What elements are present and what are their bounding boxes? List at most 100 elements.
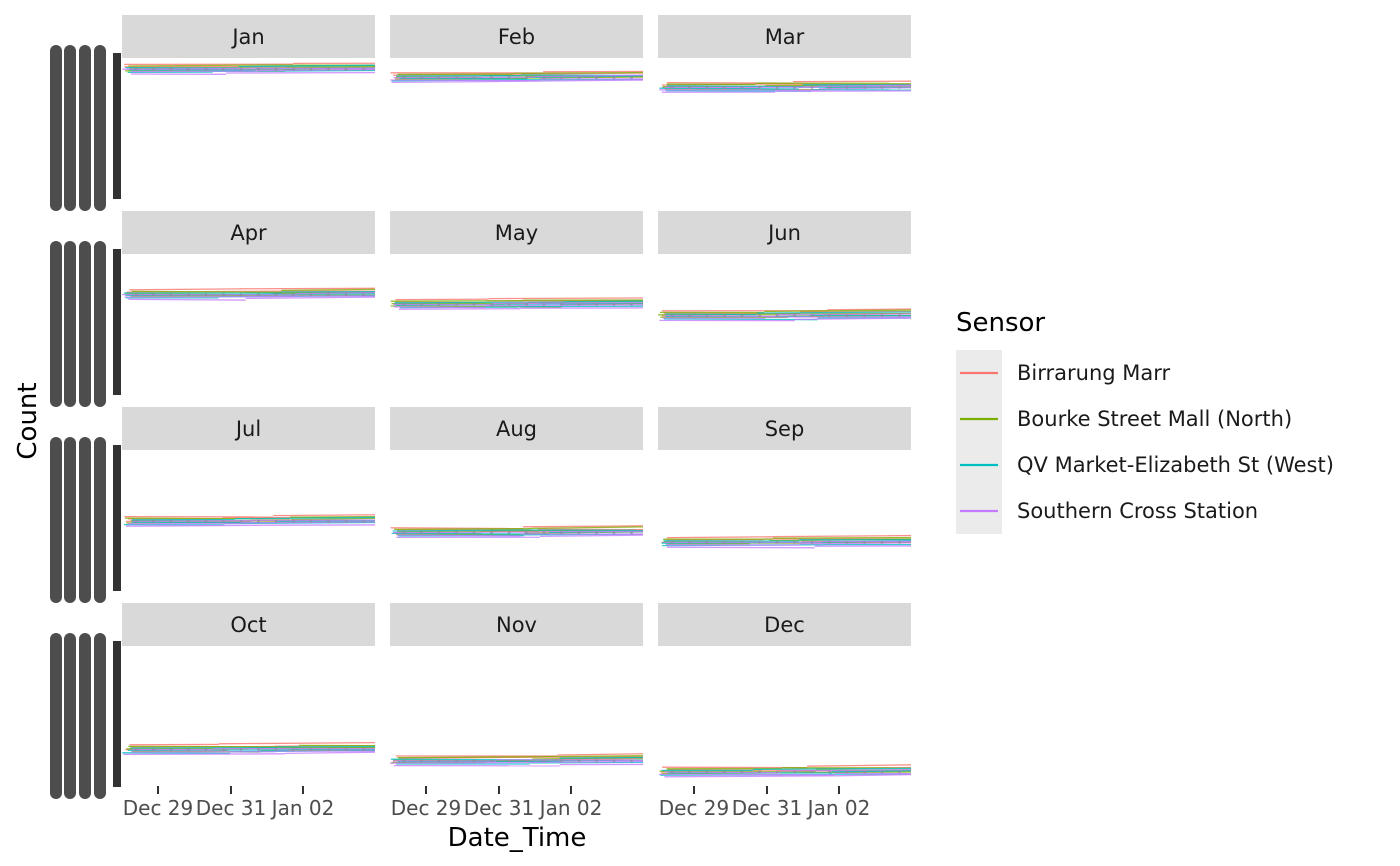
series-line xyxy=(234,516,376,520)
data-point xyxy=(274,293,278,296)
series-line xyxy=(124,295,295,298)
series-line xyxy=(485,304,644,307)
data-point xyxy=(187,748,190,751)
y-axis-ticks xyxy=(113,249,121,395)
facet-strip-label: Jan xyxy=(230,25,264,49)
series-line xyxy=(240,521,376,524)
y-axis-ticks xyxy=(113,445,121,591)
facet-strip xyxy=(390,211,643,254)
data-point xyxy=(670,541,674,544)
data-point xyxy=(152,520,155,523)
facet-strip xyxy=(122,211,375,254)
data-point xyxy=(793,314,796,317)
series-line xyxy=(395,298,489,301)
series-lines-3 xyxy=(659,313,912,322)
series-line xyxy=(523,525,644,528)
legend-label: Bourke Street Mall (North) xyxy=(1017,407,1292,431)
data-point xyxy=(257,520,260,523)
series-line xyxy=(128,745,299,748)
data-point xyxy=(758,314,761,317)
data-point xyxy=(828,314,831,317)
data-point xyxy=(525,531,528,534)
series-line xyxy=(663,318,818,321)
data-point xyxy=(810,314,814,317)
data-point xyxy=(309,293,313,296)
series-line xyxy=(393,303,493,306)
data-point xyxy=(292,520,295,523)
series-line xyxy=(664,771,781,774)
facet-panel-jul: Jul xyxy=(122,407,376,527)
data-point xyxy=(222,748,225,751)
facet-panel-may: May xyxy=(390,211,644,310)
data-point xyxy=(740,541,744,544)
data-point xyxy=(402,759,406,763)
series-line xyxy=(817,84,912,88)
data-point xyxy=(169,748,173,751)
facet-panel-dec: Dec xyxy=(658,603,912,778)
data-point xyxy=(327,748,330,751)
legend-label: QV Market-Elizabeth St (West) xyxy=(1017,453,1334,477)
series-line xyxy=(391,80,501,84)
x-tick-label: Jan 02 xyxy=(538,796,603,820)
series-line xyxy=(753,767,912,771)
data-point xyxy=(863,86,866,89)
data-point xyxy=(292,293,295,296)
x-tick-label: Dec 29 xyxy=(659,796,730,820)
series-line xyxy=(764,309,912,313)
data-point xyxy=(688,541,691,544)
data-point xyxy=(810,86,814,89)
data-point xyxy=(344,520,348,523)
data-point xyxy=(630,531,633,534)
facet-strip-label: Mar xyxy=(765,25,805,49)
data-point xyxy=(204,293,208,296)
facet-strip xyxy=(658,603,911,646)
series-line xyxy=(799,542,912,545)
facet-panel-jun: Jun xyxy=(658,211,912,322)
x-tick-label: Dec 31 xyxy=(196,796,267,820)
facet-strip-label: Feb xyxy=(498,25,535,49)
data-point xyxy=(437,759,441,763)
data-point xyxy=(758,86,761,89)
data-point xyxy=(845,770,849,774)
series-line xyxy=(513,71,644,75)
facet-strip-label: Jun xyxy=(766,221,801,245)
data-point xyxy=(775,86,779,89)
data-point xyxy=(169,293,173,296)
series-line xyxy=(396,534,521,537)
data-point xyxy=(898,86,901,89)
facet-panel-mar: Mar xyxy=(658,15,912,93)
data-point xyxy=(134,67,138,71)
legend-label: Southern Cross Station xyxy=(1017,499,1258,523)
data-point xyxy=(828,770,831,774)
data-point xyxy=(402,531,406,534)
series-line xyxy=(259,68,376,72)
x-tick-label: Dec 29 xyxy=(123,796,194,820)
series-line xyxy=(775,313,912,316)
data-point xyxy=(723,86,726,89)
data-point xyxy=(239,520,243,523)
data-point xyxy=(775,314,779,317)
data-point xyxy=(222,293,225,296)
series-line xyxy=(831,770,912,773)
series-line xyxy=(273,514,376,517)
data-point xyxy=(239,748,243,751)
data-point xyxy=(257,67,260,71)
series-line xyxy=(510,76,644,79)
data-point xyxy=(490,76,493,79)
data-point xyxy=(688,770,691,774)
series-line xyxy=(398,308,521,310)
data-point xyxy=(257,293,260,296)
data-point xyxy=(670,86,674,89)
series-lines-3 xyxy=(390,759,644,767)
data-point xyxy=(775,541,779,544)
facet-strip xyxy=(658,15,911,58)
data-point xyxy=(898,541,901,544)
data-point xyxy=(455,531,458,534)
data-point xyxy=(845,541,849,544)
series-line xyxy=(531,526,644,530)
data-point xyxy=(705,314,709,317)
series-line xyxy=(238,64,376,68)
data-point xyxy=(222,520,225,523)
x-tick-label: Dec 29 xyxy=(391,796,462,820)
series-lines-3 xyxy=(659,769,912,778)
